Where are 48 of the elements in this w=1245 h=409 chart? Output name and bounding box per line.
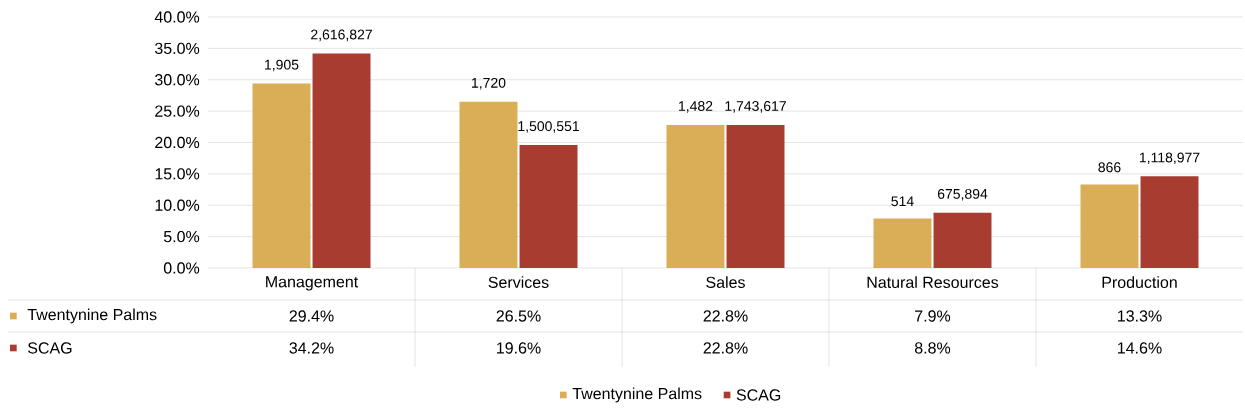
- annotation: 1,743,617: [725, 101, 786, 113]
- bar: [459, 101, 518, 268]
- legend-label: Twentynine Palms: [27, 308, 157, 324]
- y-tick-label: 5.0%: [163, 230, 200, 243]
- legend-label: SCAG: [736, 389, 781, 401]
- data-label: 29.4%: [289, 310, 334, 322]
- data-label: 8.8%: [914, 342, 951, 354]
- bar: [873, 218, 932, 268]
- y-tick-label: 10.0%: [155, 199, 200, 211]
- x-tick-label: Natural Resources: [867, 276, 999, 288]
- x-tick-label: Production: [1102, 276, 1177, 288]
- bar: [666, 124, 725, 268]
- data-label: 34.2%: [289, 342, 334, 354]
- data-label: 19.6%: [497, 342, 541, 354]
- x-tick-label: Services: [488, 276, 549, 288]
- bar: [726, 124, 785, 268]
- data-label: 26.5%: [496, 310, 541, 322]
- bar: [1140, 176, 1199, 268]
- y-tick-label: 30.0%: [154, 74, 200, 86]
- y-tick-label: 0.0%: [163, 262, 200, 274]
- text: Twentynine Palms: [572, 387, 702, 403]
- annotation: 866: [1098, 162, 1121, 173]
- x-tick-label: Management: [266, 276, 359, 291]
- annotation: 675,894: [937, 188, 988, 201]
- y-tick-label: 40.0%: [154, 11, 200, 23]
- bar: [252, 83, 311, 268]
- y-tick-label: 35.0%: [154, 42, 200, 55]
- annotation: 1,482: [679, 101, 713, 113]
- y-tick-label: 20.0%: [155, 136, 200, 149]
- x-tick-label: Sales: [706, 276, 745, 288]
- text: SCAG: [28, 342, 72, 354]
- annotation: 1,118,977: [1139, 152, 1200, 165]
- bar: [933, 212, 992, 268]
- bar: [1080, 184, 1139, 268]
- bar: [519, 145, 578, 268]
- y-tick-label: 15.0%: [155, 168, 200, 180]
- annotation: 1,500,551: [518, 121, 579, 133]
- annotation: 1,720: [472, 77, 506, 90]
- data-label: 22.8%: [703, 310, 748, 322]
- data-label: 7.9%: [915, 310, 951, 322]
- annotation: 514: [891, 196, 914, 207]
- y-tick-label: 25.0%: [155, 105, 200, 117]
- annotation: 2,616,827: [311, 29, 372, 42]
- bar: [312, 53, 371, 268]
- data-label: 22.8%: [703, 342, 748, 354]
- data-label: 14.6%: [1118, 342, 1162, 354]
- annotation: 1,905: [265, 59, 299, 72]
- data-label: 13.3%: [1118, 310, 1162, 322]
